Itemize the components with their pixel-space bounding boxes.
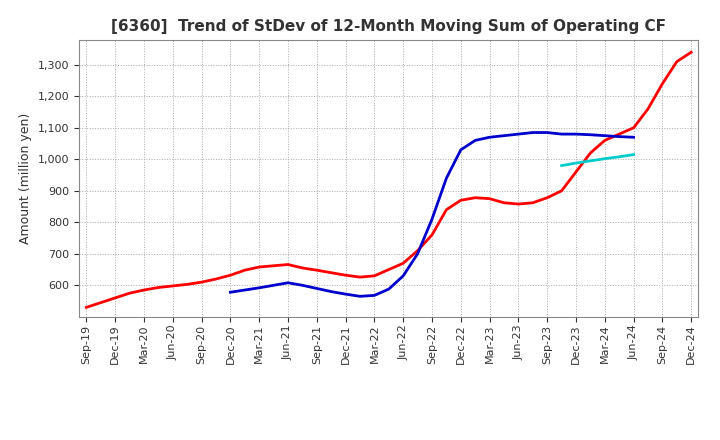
- 3 Years: [269, 263, 278, 268]
- 5 Years: [528, 130, 537, 135]
- 3 Years: [687, 50, 696, 55]
- 5 Years: [428, 216, 436, 222]
- 3 Years: [572, 169, 580, 175]
- 5 Years: [413, 251, 422, 257]
- 3 Years: [168, 283, 177, 289]
- 5 Years: [356, 293, 364, 299]
- 3 Years: [284, 262, 292, 267]
- 3 Years: [154, 285, 163, 290]
- 3 Years: [255, 264, 264, 270]
- 7 Years: [572, 161, 580, 166]
- 5 Years: [269, 282, 278, 288]
- 3 Years: [125, 290, 134, 296]
- 5 Years: [255, 285, 264, 290]
- 3 Years: [183, 282, 192, 287]
- 7 Years: [557, 163, 566, 168]
- 5 Years: [370, 293, 379, 298]
- 5 Years: [284, 280, 292, 286]
- 7 Years: [600, 156, 609, 161]
- 5 Years: [615, 134, 624, 139]
- 5 Years: [600, 133, 609, 138]
- 5 Years: [341, 291, 350, 297]
- 3 Years: [543, 195, 552, 200]
- 3 Years: [658, 81, 667, 86]
- 5 Years: [500, 133, 508, 138]
- 3 Years: [226, 272, 235, 278]
- 3 Years: [528, 200, 537, 205]
- 5 Years: [327, 289, 336, 294]
- 3 Years: [428, 232, 436, 238]
- 3 Years: [312, 268, 321, 273]
- 3 Years: [370, 273, 379, 279]
- 5 Years: [629, 135, 638, 140]
- 3 Years: [629, 125, 638, 130]
- 3 Years: [514, 202, 523, 207]
- Line: 5 Years: 5 Years: [230, 132, 634, 296]
- 3 Years: [384, 267, 393, 272]
- 5 Years: [471, 138, 480, 143]
- 5 Years: [485, 135, 494, 140]
- 5 Years: [543, 130, 552, 135]
- 7 Years: [629, 152, 638, 157]
- 3 Years: [485, 196, 494, 202]
- 3 Years: [557, 188, 566, 194]
- 5 Years: [514, 132, 523, 137]
- 3 Years: [96, 300, 105, 305]
- 3 Years: [197, 279, 206, 285]
- 3 Years: [471, 195, 480, 200]
- 3 Years: [672, 59, 681, 64]
- 3 Years: [111, 295, 120, 301]
- 5 Years: [240, 287, 249, 293]
- 3 Years: [456, 198, 465, 203]
- 7 Years: [586, 158, 595, 164]
- 5 Years: [384, 286, 393, 292]
- 3 Years: [442, 207, 451, 213]
- Title: [6360]  Trend of StDev of 12-Month Moving Sum of Operating CF: [6360] Trend of StDev of 12-Month Moving…: [112, 19, 666, 34]
- Line: 7 Years: 7 Years: [562, 154, 634, 165]
- 5 Years: [572, 132, 580, 137]
- 3 Years: [298, 265, 307, 271]
- 3 Years: [140, 287, 148, 293]
- 3 Years: [82, 305, 91, 310]
- 3 Years: [500, 200, 508, 205]
- 3 Years: [341, 272, 350, 278]
- Line: 3 Years: 3 Years: [86, 52, 691, 308]
- 3 Years: [356, 275, 364, 280]
- 3 Years: [644, 106, 652, 111]
- 3 Years: [399, 260, 408, 266]
- Y-axis label: Amount (million yen): Amount (million yen): [19, 113, 32, 244]
- 3 Years: [600, 138, 609, 143]
- 5 Years: [399, 273, 408, 279]
- 3 Years: [615, 132, 624, 137]
- 5 Years: [312, 286, 321, 291]
- 5 Years: [226, 290, 235, 295]
- 7 Years: [615, 154, 624, 159]
- 5 Years: [586, 132, 595, 137]
- 3 Years: [240, 268, 249, 273]
- 5 Years: [557, 132, 566, 137]
- 5 Years: [298, 282, 307, 288]
- 3 Years: [586, 150, 595, 156]
- 3 Years: [413, 248, 422, 253]
- 5 Years: [442, 176, 451, 181]
- 3 Years: [327, 270, 336, 275]
- 3 Years: [212, 276, 220, 282]
- 5 Years: [456, 147, 465, 153]
